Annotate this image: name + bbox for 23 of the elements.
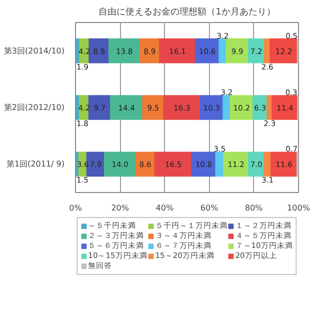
y-tick-label: 第2回(2012/10) bbox=[4, 103, 65, 112]
bar bbox=[88, 95, 112, 120]
x-tick-label: 20% bbox=[111, 204, 130, 212]
x-tick-label: 0% bbox=[69, 204, 82, 212]
bar bbox=[272, 95, 298, 120]
x-tick-label: 60% bbox=[200, 204, 219, 212]
bar bbox=[159, 38, 196, 64]
x-tick-label: 80% bbox=[245, 204, 264, 212]
bar bbox=[110, 95, 144, 120]
bar bbox=[222, 95, 231, 120]
chart-title: 自由に使えるお金の理想額（1か月あたり） bbox=[98, 6, 276, 18]
bar bbox=[270, 152, 298, 177]
bar bbox=[154, 152, 192, 177]
bar bbox=[223, 152, 250, 177]
bar bbox=[226, 38, 249, 64]
y-tick-label: 第1回(2011/ 9) bbox=[6, 160, 65, 169]
bar bbox=[142, 95, 164, 120]
bar bbox=[270, 38, 298, 64]
x-tick-label: 40% bbox=[156, 204, 174, 212]
x-tick-label: 100% bbox=[287, 204, 310, 212]
bar bbox=[163, 95, 201, 120]
bar bbox=[104, 152, 136, 177]
y-tick-label: 第3回(2014/10) bbox=[4, 46, 65, 56]
